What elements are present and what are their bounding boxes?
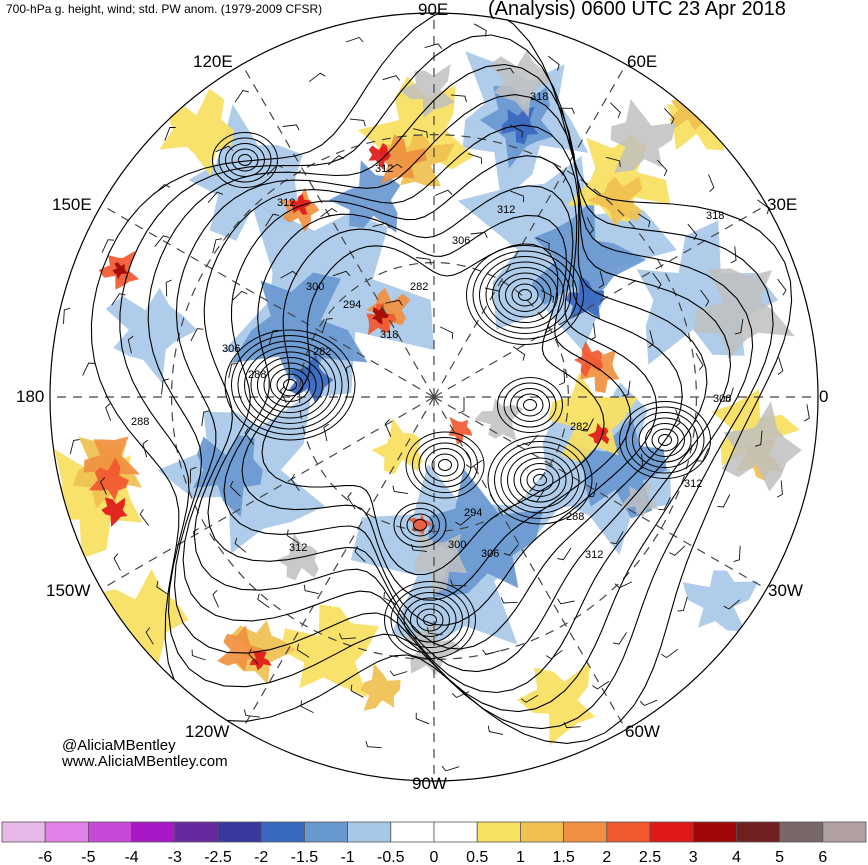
colorbar-box	[260, 821, 305, 843]
lon-label-90e: 90E	[418, 0, 449, 19]
contour-label: 282	[570, 421, 588, 433]
colorbar: -6 -5 -4 -3 -2.5 -2 -1.5 -1 -0.5 0 0.5 1 1.5 2 2.5 3 4 5 6	[1, 821, 867, 865]
lat-lon-grid	[50, 13, 818, 781]
contour-label: 306	[481, 548, 499, 560]
colorbar-tick-label: -6	[38, 849, 52, 865]
contour-label: 312	[289, 542, 307, 554]
contour-label: 282	[313, 346, 331, 358]
lon-label-0: 0	[819, 387, 829, 406]
contour-label: 294	[464, 507, 482, 519]
colorbar-box	[606, 821, 651, 843]
colorbar-box	[563, 821, 608, 843]
colorbar-box	[476, 821, 521, 843]
contour-label: 306	[222, 343, 240, 355]
contour-label: 306	[452, 235, 470, 247]
lon-label-120e: 120E	[193, 52, 233, 71]
credit-handle: @AliciaMBentley	[62, 737, 176, 754]
wind-barbs	[63, 23, 810, 772]
contour-label: 318	[706, 210, 724, 222]
colorbar-tick-label: -4	[124, 849, 138, 865]
colorbar-tick-label: -1.5	[291, 849, 319, 865]
colorbar-box	[779, 821, 824, 843]
lon-label-60w: 60W	[625, 722, 660, 741]
credit-website: www.AliciaMBentley.com	[62, 753, 228, 770]
contour-labels: 318 312 312 312 306 300 294 288 282 282 306 288 318 3…	[131, 91, 731, 561]
contour-label: 312	[277, 197, 295, 209]
lon-label-150e: 150E	[52, 195, 92, 214]
contour-label: 300	[306, 281, 324, 293]
contour-label: 312	[585, 549, 603, 561]
contour-label: 294	[343, 299, 361, 311]
colorbar-tick-label: 3	[689, 849, 698, 865]
colorbar-box	[217, 821, 262, 843]
contour-label: 312	[497, 204, 515, 216]
height-contours	[90, 13, 793, 744]
contour-label: 306	[713, 393, 731, 405]
colorbar-tick-label: 2	[602, 849, 611, 865]
colorbar-box	[390, 821, 435, 843]
contour-label: 312	[375, 163, 393, 175]
lon-label-150w: 150W	[46, 581, 91, 600]
colorbar-box	[822, 821, 867, 843]
colorbar-box	[347, 821, 392, 843]
colorbar-box	[433, 821, 478, 843]
colorbar-tick-label: -5	[81, 849, 95, 865]
colorbar-box	[131, 821, 176, 843]
colorbar-boxes	[1, 821, 867, 843]
colorbar-tick-label: -2.5	[204, 849, 232, 865]
lon-label-30e: 30E	[767, 195, 798, 214]
contour-label: 300	[448, 539, 466, 551]
lon-label-30w: 30W	[768, 581, 803, 600]
contour-label: 288	[566, 511, 584, 523]
colorbar-box	[44, 821, 89, 843]
colorbar-box	[1, 821, 46, 843]
colorbar-box	[303, 821, 348, 843]
contour-label: 318	[530, 91, 548, 103]
colorbar-tick-label: 6	[818, 849, 827, 865]
colorbar-tick-label: -0.5	[377, 849, 405, 865]
colorbar-tick-label: 1	[516, 849, 525, 865]
lon-label-90w: 90W	[412, 774, 447, 793]
colorbar-tick-label: 4	[732, 849, 741, 865]
colorbar-box	[692, 821, 737, 843]
colorbar-box	[649, 821, 694, 843]
colorbar-tick-label: 5	[775, 849, 784, 865]
colorbar-tick-label: -2	[254, 849, 268, 865]
colorbar-tick-label: 0.5	[466, 849, 488, 865]
credits: @AliciaMBentley www.AliciaMBentley.com	[62, 738, 228, 770]
lon-label-180: 180	[16, 387, 45, 406]
colorbar-tick-label: 2.5	[639, 849, 661, 865]
colorbar-box	[88, 821, 133, 843]
map-border	[49, 12, 819, 782]
map-title: 700-hPa g. height, wind; std. PW anom. (…	[6, 2, 323, 16]
land-masses	[276, 50, 802, 675]
contour-label: 282	[410, 281, 428, 293]
contour-label: 288	[131, 416, 149, 428]
colorbar-tick-label: 1.5	[552, 849, 574, 865]
contour-label: 318	[380, 329, 398, 341]
colorbar-box	[736, 821, 781, 843]
colorbar-ticks: -6 -5 -4 -3 -2.5 -2 -1.5 -1 -0.5 0 0.5 1 1.5 2 2.5 3 4 5 6	[38, 849, 827, 865]
contour-label: 288	[248, 369, 266, 381]
colorbar-box	[174, 821, 219, 843]
contour-label: 312	[684, 478, 702, 490]
lon-label-60e: 60E	[627, 52, 658, 71]
valid-time: (Analysis) 0600 UTC 23 Apr 2018	[488, 0, 786, 20]
colorbar-tick-label: 0	[430, 849, 439, 865]
colorbar-box	[520, 821, 565, 843]
colorbar-tick-label: -1	[340, 849, 354, 865]
colorbar-tick-label: -3	[168, 849, 182, 865]
lon-label-120w: 120W	[185, 722, 230, 741]
